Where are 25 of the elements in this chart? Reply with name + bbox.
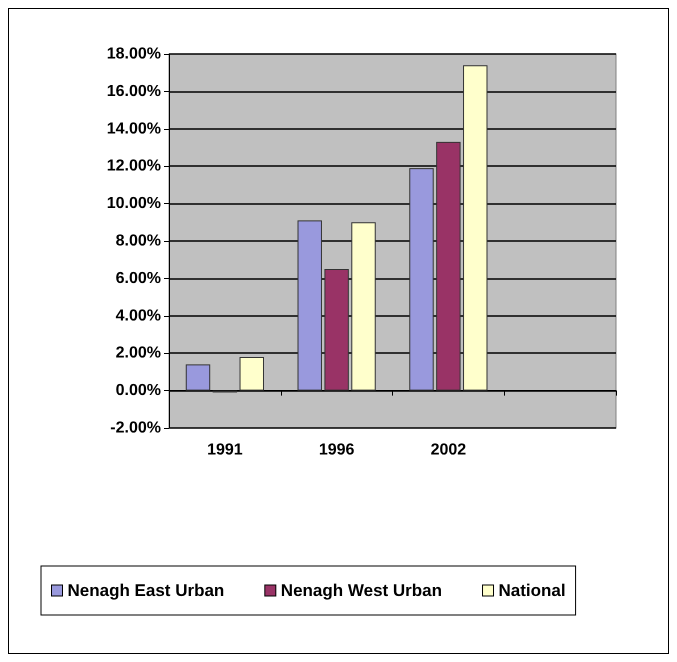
y-tick-label: 18.00%	[106, 46, 161, 62]
x-tick-label: 1991	[207, 442, 243, 458]
x-tick-label: 1996	[318, 442, 355, 458]
bar	[436, 142, 461, 391]
y-tick-label: 0.00%	[116, 382, 161, 400]
bar	[409, 168, 434, 391]
y-tick-label: 12.00%	[106, 158, 161, 175]
y-tick-label: 16.00%	[106, 82, 161, 100]
y-tick-label: 10.00%	[106, 195, 161, 212]
y-tick-label: 8.00%	[116, 232, 161, 250]
x-tick-label: 2002	[430, 442, 466, 458]
y-tick-label: -2.00%	[110, 420, 161, 436]
y-tick-label: 14.00%	[106, 120, 161, 138]
legend-label: Nenagh West Urban	[280, 581, 442, 600]
bar	[324, 269, 349, 391]
bar	[240, 356, 264, 391]
bar	[298, 220, 322, 391]
y-tick-label: 6.00%	[116, 270, 161, 287]
bar	[351, 222, 376, 391]
y-tick-label: 2.00%	[116, 344, 161, 362]
bar	[463, 65, 488, 391]
y-tick-label: 4.00%	[116, 307, 161, 324]
bar	[186, 364, 210, 391]
legend-label: National	[498, 581, 566, 600]
legend-label: Nenagh East Urban	[68, 581, 224, 600]
